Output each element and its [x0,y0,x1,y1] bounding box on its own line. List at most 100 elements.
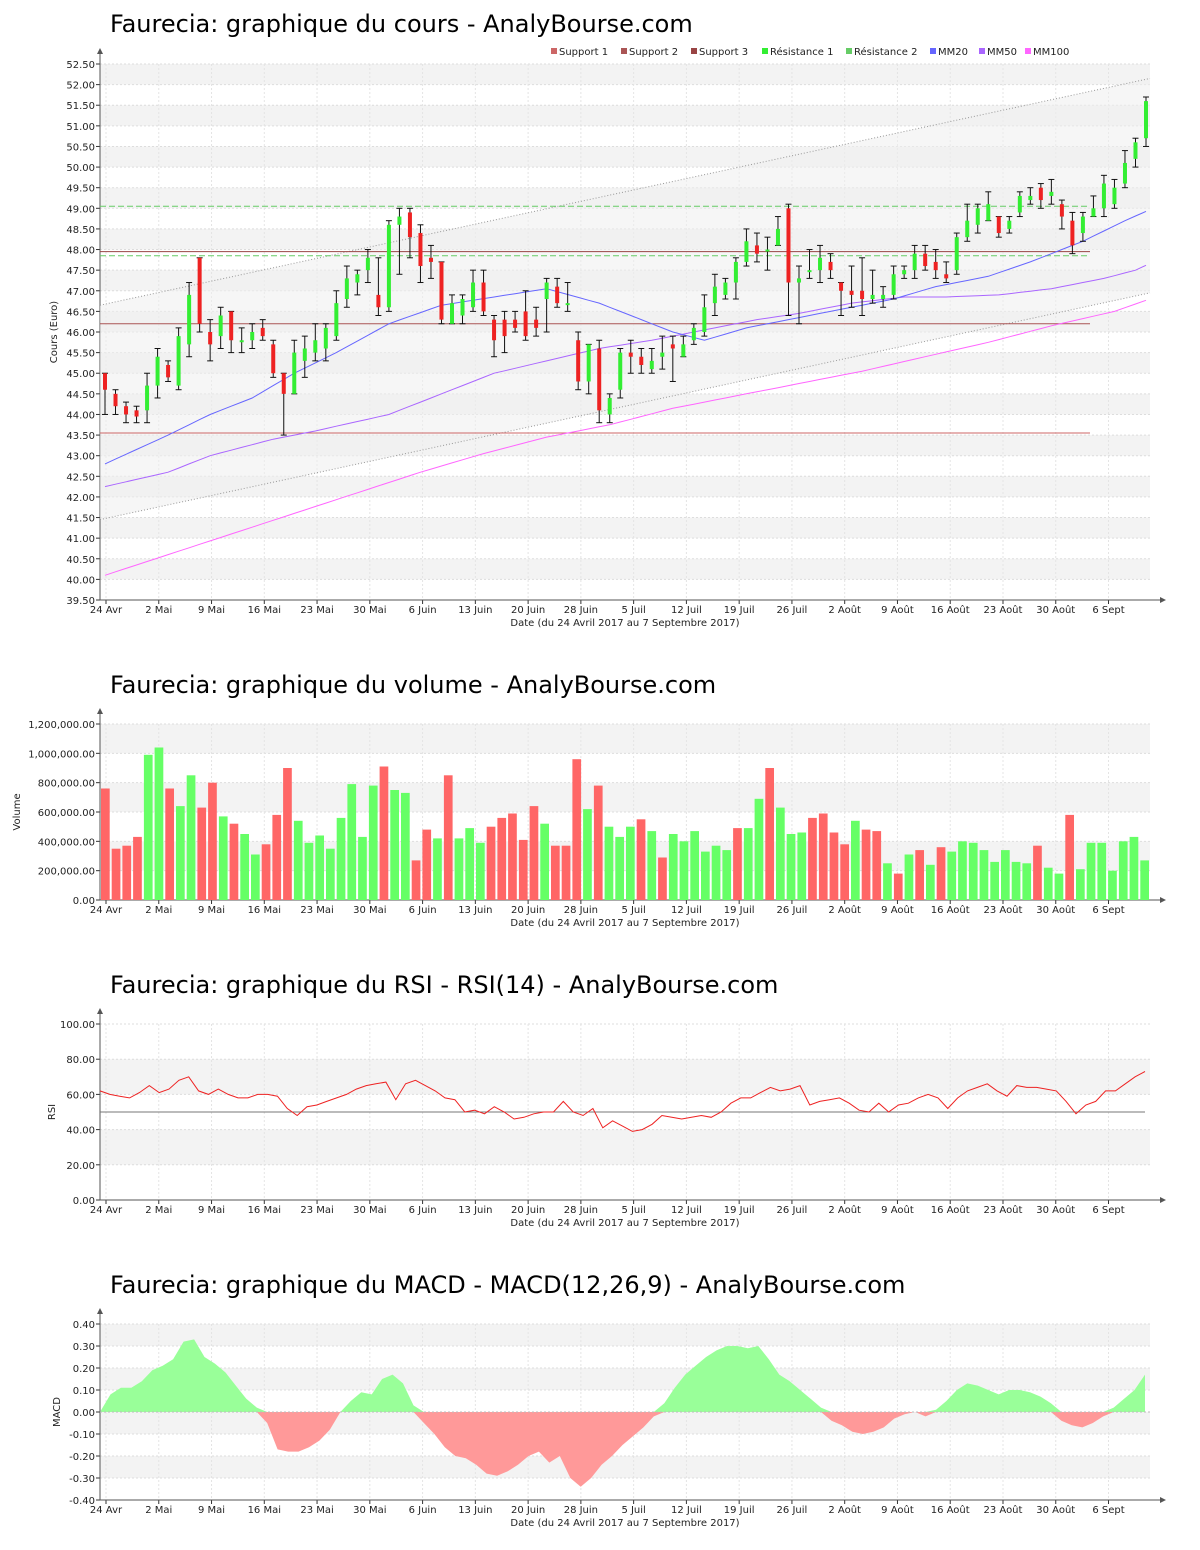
candle [470,269,477,312]
x-tick-label: 12 Juil [671,1505,702,1516]
x-tick-label: 6 Sept [1092,605,1124,616]
candle [922,244,929,271]
y-axis-label: MACD [52,1397,63,1427]
candle-body [891,274,896,295]
candle [596,339,603,424]
volume-bar [379,766,389,900]
y-axis-label: Cours (Euro) [49,301,60,364]
candle-body [418,233,423,267]
grid-band [100,476,1150,497]
grid-band [100,1368,1150,1390]
candle [1100,174,1107,218]
volume-bar [1129,836,1139,900]
x-tick-label: 6 Juin [409,1505,437,1516]
x-tick-label: 2 Août [828,1204,861,1216]
x-axis-label: Date (du 24 Avril 2017 au 7 Septembre 20… [510,618,739,629]
mm50-line [104,264,1147,488]
y-tick-label: 39.50 [66,596,95,607]
candle [901,265,908,279]
trend-channel [100,78,1150,520]
x-tick-label: 16 Mai [248,905,281,916]
x-axis-label: Date (du 24 Avril 2017 au 7 Septembre 20… [510,1518,739,1529]
candle-body [691,327,696,341]
volume-bar [261,844,271,900]
volume-panel: Faurecia: graphique du volume - AnalyBou… [0,660,1200,940]
x-tick-label: 23 Mai [300,905,333,916]
candle-body [860,290,865,300]
x-tick-label: 16 Août [931,604,970,616]
volume-bar [1033,845,1042,900]
y-tick-label: 50.50 [66,142,95,153]
legend-swatch [762,48,768,54]
candle [806,249,813,279]
y-tick-label: 46.00 [66,328,95,339]
candle-body [544,282,549,300]
volume-bar [476,842,485,900]
x-tick-label: 2 Mai [145,905,172,916]
volume-bar [861,829,871,900]
x-tick-label: 16 Août [931,1204,970,1216]
candle-body [628,352,633,357]
x-tick-label: 13 Juin [458,905,492,916]
candle [859,257,866,317]
x-tick-label: 26 Juil [777,1505,808,1516]
volume-bar [272,814,282,900]
x-axis-arrow [1160,1497,1166,1503]
y-tick-label: 52.00 [66,81,95,92]
volume-bar [1097,842,1107,900]
macd-positive-area [100,1339,1145,1412]
y-tick-label: 42.00 [66,493,95,504]
candle [995,216,1002,238]
candle [133,405,140,424]
candle [175,327,182,391]
y-tick-label: 40.00 [66,1126,95,1137]
macd-chart-title: Faurecia: graphique du MACD - MACD(12,26… [110,1271,906,1299]
grid-band [100,558,1150,580]
candle-body [1091,208,1096,217]
candle-body [145,385,150,411]
candle-body [639,356,644,365]
candle-body [502,319,507,337]
candle-body [754,245,759,254]
volume-bar [604,826,614,900]
x-axis-label: Date (du 24 Avril 2017 au 7 Septembre 20… [510,918,739,929]
y-tick-label: 45.50 [66,349,95,360]
x-tick-label: 28 Juin [564,1505,598,1516]
volume-bar [668,834,678,900]
volume-bar [583,809,592,900]
candle-body [649,360,654,370]
candle [322,323,329,362]
candle-body [292,352,297,394]
candle [1090,195,1097,218]
x-axis-arrow [1160,597,1166,603]
candle [964,203,971,242]
y-tick-label: 42.50 [66,472,95,483]
volume-bar [165,788,174,900]
volume-bar [122,845,132,900]
grid-band [100,1059,1150,1095]
x-tick-label: 23 Août [984,604,1023,616]
volume-bar [1118,841,1128,900]
candle-body [344,278,349,300]
volume-bar [358,836,367,900]
volume-bar [636,819,646,900]
y-tick-label: 200,000.00 [38,867,95,878]
candle [890,265,897,300]
candle [564,282,571,312]
x-tick-label: 30 Mai [353,905,386,916]
x-tick-label: 23 Mai [300,1505,333,1516]
candle [1111,178,1118,209]
volume-bar [411,860,421,900]
y-axis-label: Volume [12,793,23,830]
x-tick-label: 28 Juin [564,1205,598,1216]
candle [217,306,224,349]
x-tick-label: 26 Juil [777,605,808,616]
y-tick-label: 48.50 [66,225,95,236]
volume-bar [1043,867,1053,900]
x-tick-label: 23 Août [984,1204,1023,1216]
candle [575,331,582,391]
volume-bar [401,792,410,900]
candle [196,257,203,333]
candle [943,261,950,284]
candle-body [765,249,770,252]
